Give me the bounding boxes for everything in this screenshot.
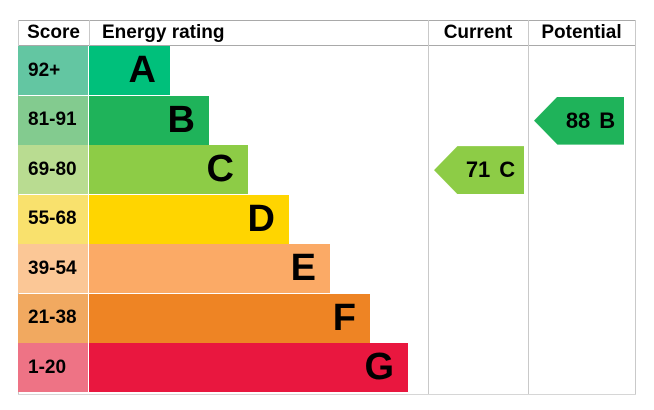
rating-row-a: 92+ A	[18, 46, 638, 96]
column-header-current: Current	[428, 20, 528, 46]
rating-bar-a: A	[89, 46, 170, 96]
rating-bar-d: D	[89, 194, 289, 244]
rating-row-d: 55-68 D	[18, 194, 638, 244]
score-range-cell: 39-54	[18, 244, 88, 294]
rating-bar-e: E	[89, 244, 330, 294]
score-range-cell: 69-80	[18, 145, 88, 195]
score-range-cell: 55-68	[18, 194, 88, 244]
rating-row-g: 1-20 G	[18, 343, 638, 393]
grid-line-rating-current	[428, 20, 429, 395]
grid-line-bottom	[18, 394, 636, 395]
grid-line-current-potential	[528, 20, 529, 395]
column-header-potential: Potential	[528, 20, 635, 46]
current-score-value: 71	[465, 157, 491, 183]
current-band-letter: C	[499, 157, 516, 183]
rating-row-c: 69-80 C	[18, 145, 638, 195]
rating-bar-b: B	[89, 95, 209, 145]
rating-row-b: 81-91 B	[18, 95, 638, 145]
score-range-cell: 1-20	[18, 343, 88, 393]
score-range-cell: 81-91	[18, 95, 88, 145]
score-range-cell: 21-38	[18, 293, 88, 343]
rating-bar-f: F	[89, 293, 370, 343]
potential-score-value: 88	[565, 107, 591, 133]
rating-row-f: 21-38 F	[18, 293, 638, 343]
score-range-cell: 92+	[18, 46, 88, 96]
grid-line-right	[635, 20, 636, 395]
column-header-energy-rating: Energy rating	[89, 20, 428, 46]
rating-bar-g: G	[89, 343, 408, 393]
column-header-score: Score	[18, 20, 89, 46]
rating-row-e: 39-54 E	[18, 244, 638, 294]
potential-band-letter: B	[599, 107, 616, 133]
rating-bar-c: C	[89, 145, 248, 195]
grid-line-score-rating	[89, 20, 90, 46]
